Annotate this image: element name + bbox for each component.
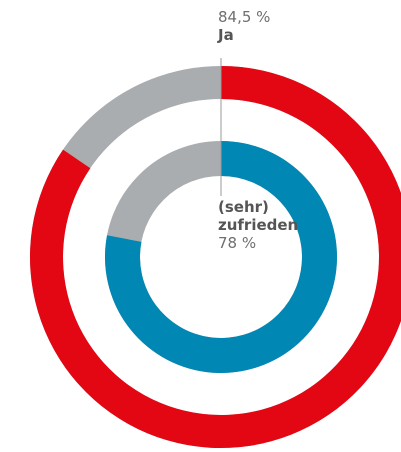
series-name: Ja bbox=[218, 26, 234, 44]
ring-segment bbox=[105, 141, 338, 374]
outer-label: 84,5 % Ja bbox=[218, 8, 270, 44]
value-label: 78 % bbox=[218, 234, 257, 252]
inner-label: (sehr) zufrieden 78 % bbox=[218, 198, 308, 252]
value-label: 84,5 % bbox=[218, 8, 271, 26]
series-name: (sehr) zufrieden bbox=[218, 198, 299, 234]
